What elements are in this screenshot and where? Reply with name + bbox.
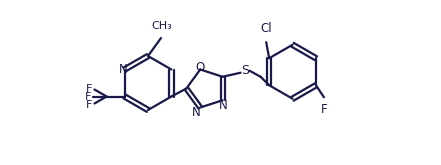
Text: N: N: [119, 63, 128, 76]
Text: N: N: [219, 99, 228, 112]
Text: Cl: Cl: [260, 22, 272, 35]
Text: F: F: [86, 99, 93, 110]
Text: F: F: [86, 83, 93, 94]
Text: O: O: [195, 61, 205, 74]
Text: N: N: [192, 106, 201, 119]
Text: CH₃: CH₃: [152, 21, 172, 31]
Text: F: F: [321, 103, 327, 116]
Text: S: S: [242, 64, 250, 77]
Text: F: F: [84, 92, 91, 101]
